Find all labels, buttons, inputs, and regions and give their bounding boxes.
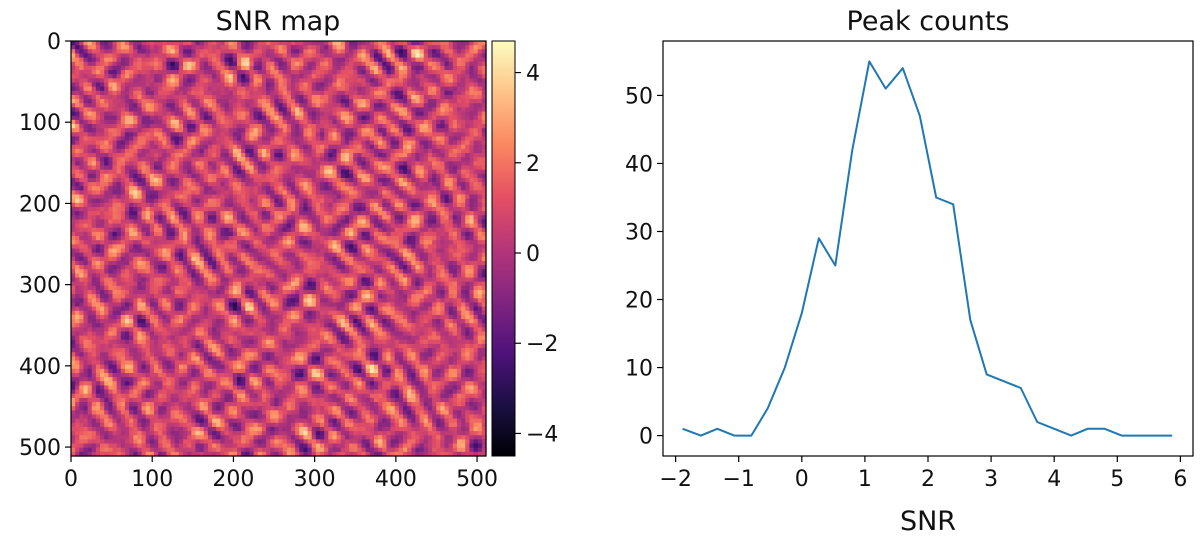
peak-counts-frame [662, 40, 1194, 457]
peak-counts-x-tick-label: −2 [659, 467, 691, 492]
peak-counts-point [850, 147, 855, 152]
colorbar-tick-label: 4 [526, 62, 540, 87]
snr-map-y-tick-label: 0 [47, 30, 61, 55]
peak-counts-y-tick-label: 50 [625, 84, 653, 109]
snr-map-panel: SNR map 0 100 200 300 400 500 0 100 200 300 400 50… [19, 6, 558, 492]
peak-counts-panel: Peak counts −2 −1 0 1 2 3 4 5 6 0 10 20 30 40 50 SNR [625, 6, 1194, 537]
peak-counts-point [900, 66, 905, 71]
snr-map-y-tick-label: 200 [19, 192, 61, 217]
snr-map-x-tick-label: 100 [131, 467, 173, 492]
peak-counts-point [1001, 379, 1006, 384]
peak-counts-y-tick-label: 10 [625, 357, 653, 382]
peak-counts-series-line [682, 60, 1173, 437]
peak-counts-x-tick-label: 0 [795, 467, 809, 492]
peak-counts-x-tick-label: 2 [921, 467, 935, 492]
snr-map-y-axis: 0 100 200 300 400 500 [19, 30, 71, 461]
peak-counts-x-tick-label: 5 [1110, 467, 1124, 492]
peak-counts-point [1035, 420, 1040, 425]
snr-map-y-tick-label: 500 [19, 436, 61, 461]
peak-counts-point [732, 433, 737, 438]
peak-counts-point [749, 433, 754, 438]
peak-counts-point [984, 372, 989, 377]
snr-map-x-tick-label: 300 [294, 467, 336, 492]
peak-counts-x-tick-label: 3 [984, 467, 998, 492]
peak-counts-point [816, 236, 821, 241]
peak-counts-point [799, 311, 804, 316]
peak-counts-xlabel: SNR [900, 506, 956, 537]
peak-counts-point [1119, 433, 1124, 438]
peak-counts-point [1085, 426, 1090, 431]
peak-counts-y-tick-label: 40 [625, 152, 653, 177]
peak-counts-x-tick-label: 1 [858, 467, 872, 492]
peak-counts-y-axis: 0 10 20 30 40 50 [625, 84, 663, 450]
peak-counts-y-tick-label: 0 [639, 425, 653, 450]
peak-counts-point [1018, 386, 1023, 391]
peak-counts-point [680, 426, 685, 431]
peak-counts-point [715, 426, 720, 431]
peak-counts-point [951, 202, 956, 207]
peak-counts-x-tick-label: 4 [1047, 467, 1061, 492]
snr-map-y-tick-label: 400 [19, 355, 61, 380]
colorbar [491, 40, 516, 457]
peak-counts-point [1170, 433, 1175, 438]
snr-map-x-tick-label: 200 [212, 467, 254, 492]
peak-counts-point [1069, 433, 1074, 438]
peak-counts-point [1153, 433, 1158, 438]
peak-counts-y-tick-label: 20 [625, 289, 653, 314]
peak-counts-point [765, 406, 770, 411]
peak-counts-point [917, 113, 922, 118]
snr-map-x-tick-label: 500 [456, 467, 498, 492]
peak-counts-point [867, 59, 872, 64]
peak-counts-x-axis: −2 −1 0 1 2 3 4 5 6 [659, 456, 1187, 492]
peak-counts-point [1136, 433, 1141, 438]
peak-counts-x-tick-label: −1 [722, 467, 754, 492]
colorbar-axis: 4 2 0 −2 −4 [515, 62, 558, 447]
snr-map-title: SNR map [216, 6, 341, 37]
snr-map-y-tick-label: 300 [19, 274, 61, 299]
peak-counts-point [934, 195, 939, 200]
peak-counts-point [883, 86, 888, 91]
peak-counts-point [782, 365, 787, 370]
colorbar-tick-label: −4 [526, 422, 558, 447]
snr-map-image [71, 41, 487, 457]
peak-counts-y-tick-label: 30 [625, 220, 653, 245]
snr-map-y-tick-label: 100 [19, 111, 61, 136]
snr-map-x-tick-label: 400 [375, 467, 417, 492]
peak-counts-x-tick-label: 6 [1173, 467, 1187, 492]
peak-counts-point [833, 263, 838, 268]
peak-counts-point [1102, 426, 1107, 431]
peak-counts-title: Peak counts [847, 6, 1010, 37]
peak-counts-plot-area [680, 59, 1175, 438]
snr-map-frame [70, 40, 487, 457]
colorbar-tick-label: −2 [526, 332, 558, 357]
peak-counts-point [968, 317, 973, 322]
colorbar-tick-label: 0 [526, 242, 540, 267]
snr-map-x-axis: 0 100 200 300 400 500 [64, 456, 498, 492]
peak-counts-point [1052, 426, 1057, 431]
snr-map-x-tick-label: 0 [64, 467, 78, 492]
colorbar-tick-label: 2 [526, 152, 540, 177]
peak-counts-point [698, 433, 703, 438]
